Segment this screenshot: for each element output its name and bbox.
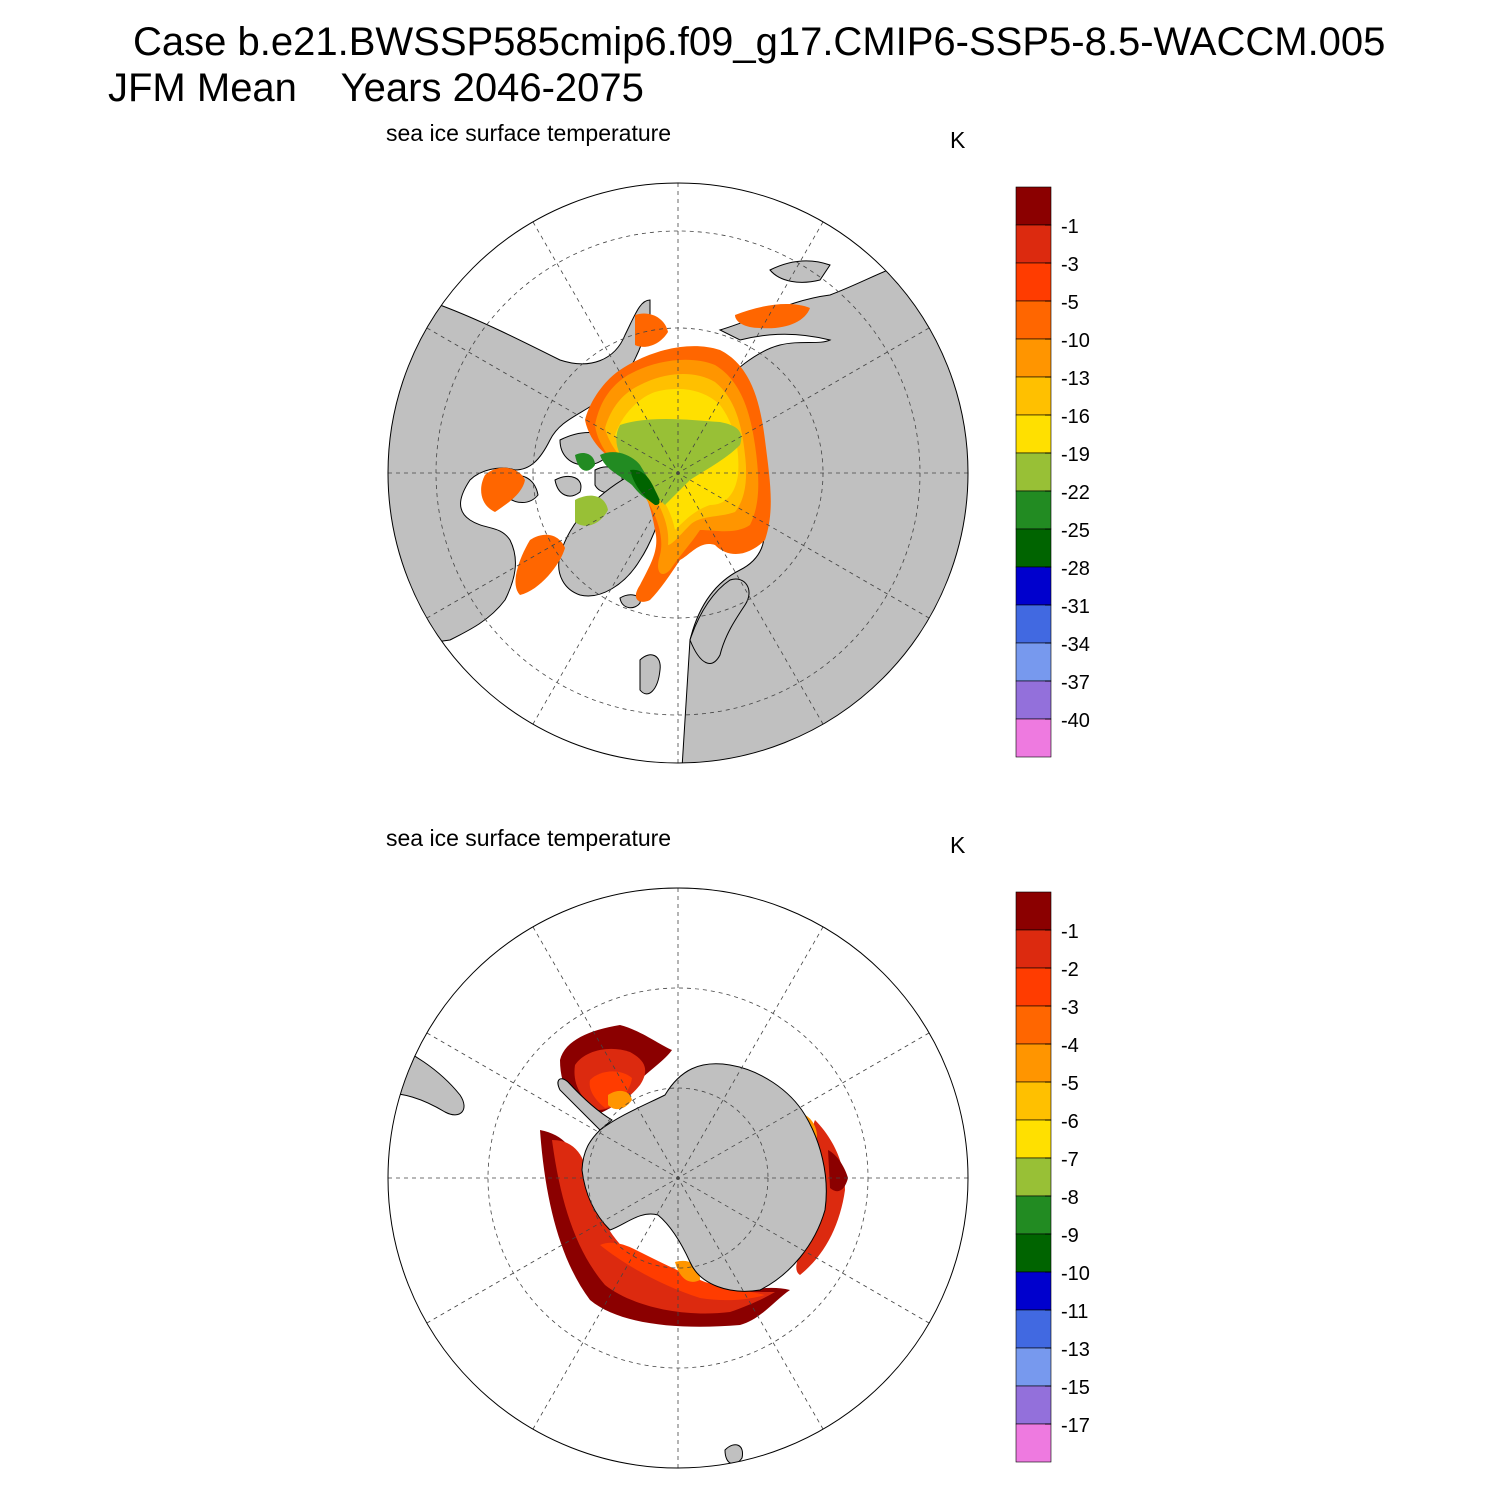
north-colorbar-label: -34 bbox=[1061, 634, 1090, 656]
north-colorbar-label: -37 bbox=[1061, 672, 1090, 694]
north-colorbar-label: -13 bbox=[1061, 368, 1090, 390]
south-colorbar-swatch bbox=[1015, 929, 1052, 969]
north-colorbar-swatch bbox=[1015, 300, 1052, 340]
south-colorbar-swatch bbox=[1015, 1043, 1052, 1083]
south-colorbar-label: -9 bbox=[1061, 1225, 1079, 1247]
north-polar-map bbox=[387, 182, 969, 764]
south-colorbar-swatch bbox=[1015, 891, 1052, 931]
south-panel-title: sea ice surface temperature bbox=[386, 825, 672, 851]
south-colorbar-label: -2 bbox=[1061, 959, 1079, 981]
north-colorbar-swatch bbox=[1015, 262, 1052, 302]
figure-title-case: Case b.e21.BWSSP585cmip6.f09_g17.CMIP6-S… bbox=[133, 20, 1386, 64]
south-colorbar-label: -7 bbox=[1061, 1149, 1079, 1171]
north-colorbar-swatch bbox=[1015, 528, 1052, 568]
north-colorbar-label: -28 bbox=[1061, 558, 1090, 580]
south-colorbar-swatch bbox=[1015, 1233, 1052, 1273]
south-graticule bbox=[388, 888, 968, 1468]
south-colorbar-label: -6 bbox=[1061, 1111, 1079, 1133]
north-colorbar-swatch bbox=[1015, 414, 1052, 454]
south-unit-label: K bbox=[950, 832, 966, 858]
north-colorbar-label: -25 bbox=[1061, 520, 1090, 542]
south-colorbar-swatch bbox=[1015, 1309, 1052, 1349]
south-colorbar-label: -1 bbox=[1061, 921, 1079, 943]
north-colorbar-label: -19 bbox=[1061, 444, 1090, 466]
north-unit-label: K bbox=[950, 127, 966, 153]
north-colorbar-label: -1 bbox=[1061, 216, 1079, 238]
figure-title-period: JFM Mean Years 2046-2075 bbox=[108, 66, 644, 110]
south-land bbox=[388, 1039, 827, 1465]
north-colorbar-label: -3 bbox=[1061, 254, 1079, 276]
south-colorbar-swatch bbox=[1015, 967, 1052, 1007]
south-colorbar-swatch bbox=[1015, 1119, 1052, 1159]
south-colorbar-label: -17 bbox=[1061, 1415, 1090, 1437]
north-colorbar-swatch bbox=[1015, 490, 1052, 530]
north-colorbar-swatch bbox=[1015, 376, 1052, 416]
south-colorbar-label: -4 bbox=[1061, 1035, 1079, 1057]
north-colorbar-swatch bbox=[1015, 224, 1052, 264]
south-colorbar-label: -8 bbox=[1061, 1187, 1079, 1209]
north-colorbar-swatch bbox=[1015, 338, 1052, 378]
north-colorbar-swatch bbox=[1015, 604, 1052, 644]
south-colorbar-label: -5 bbox=[1061, 1073, 1079, 1095]
north-colorbar-label: -22 bbox=[1061, 482, 1090, 504]
south-colorbar-label: -3 bbox=[1061, 997, 1079, 1019]
north-colorbar-swatch bbox=[1015, 566, 1052, 606]
south-colorbar-swatch bbox=[1015, 1347, 1052, 1387]
south-colorbar-label: -10 bbox=[1061, 1263, 1090, 1285]
south-colorbar-label: -11 bbox=[1061, 1301, 1088, 1323]
south-colorbar: -1 -2 -3 -4 -5 -6 -7 -8 -9 -10 -11 -13 -15 -17 bbox=[1015, 891, 1090, 1463]
north-colorbar-label: -10 bbox=[1061, 330, 1090, 352]
north-colorbar-label: -5 bbox=[1061, 292, 1079, 314]
north-colorbar-label: -16 bbox=[1061, 406, 1090, 428]
south-colorbar-swatch bbox=[1015, 1157, 1052, 1197]
north-colorbar-label: -31 bbox=[1061, 596, 1090, 618]
north-colorbar-swatch bbox=[1015, 680, 1052, 720]
south-sea-ice bbox=[540, 1025, 848, 1327]
north-colorbar-label: -40 bbox=[1061, 710, 1090, 732]
south-polar-map bbox=[387, 887, 969, 1469]
south-colorbar-swatch bbox=[1015, 1271, 1052, 1311]
north-colorbar: -1 -3 -5 -10 -13 -16 -19 -22 -25 -28 -31 -34 -37 -40 bbox=[1015, 186, 1090, 758]
north-colorbar-swatch bbox=[1015, 186, 1052, 226]
north-colorbar-swatch bbox=[1015, 642, 1052, 682]
south-colorbar-swatch bbox=[1015, 1385, 1052, 1425]
south-colorbar-swatch bbox=[1015, 1081, 1052, 1121]
south-colorbar-label: -13 bbox=[1061, 1339, 1090, 1361]
north-graticule bbox=[388, 183, 968, 763]
north-colorbar-swatch bbox=[1015, 718, 1052, 758]
north-colorbar-swatch bbox=[1015, 452, 1052, 492]
south-colorbar-swatch bbox=[1015, 1195, 1052, 1235]
south-colorbar-swatch bbox=[1015, 1005, 1052, 1045]
south-colorbar-label: -15 bbox=[1061, 1377, 1090, 1399]
north-panel-title: sea ice surface temperature bbox=[386, 120, 672, 146]
south-colorbar-swatch bbox=[1015, 1423, 1052, 1463]
